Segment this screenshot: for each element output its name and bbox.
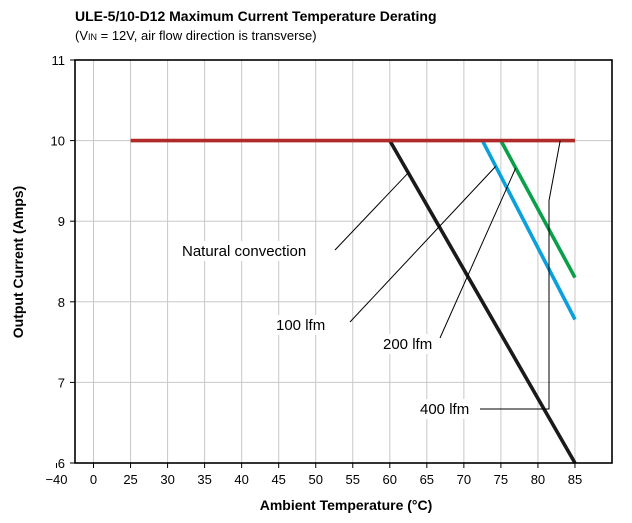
x-tick-label: 35 [197, 472, 211, 487]
x-axis-label: Ambient Temperature (°C) [260, 497, 433, 513]
x-tick-label: 55 [346, 472, 360, 487]
annotation-bg [273, 315, 329, 335]
series-line-100-lfm [480, 139, 577, 321]
y-tick-label: 8 [58, 295, 65, 310]
x-tick-label: 70 [457, 472, 471, 487]
annotation-leader [439, 167, 517, 339]
annotation-label: Natural convection [182, 243, 306, 260]
y-tick-label: 7 [58, 375, 65, 390]
x-tick-label: 30 [160, 472, 174, 487]
annotation-leader [349, 166, 497, 323]
y-tick-label: 9 [58, 214, 65, 229]
annotation-bg [179, 241, 310, 261]
x-tick-label: 45 [271, 472, 285, 487]
x-tick-label: −40 [45, 472, 67, 487]
x-tick-label: 25 [123, 472, 137, 487]
annotation-bg [417, 399, 473, 419]
x-axis: −40 0 25 30 35 40 45 50 55 60 65 70 75 80 85 [45, 463, 582, 487]
y-tick-label: 6 [58, 456, 65, 471]
x-tick-label: 50 [308, 472, 322, 487]
grid [75, 60, 612, 463]
y-axis-label: Output Current (Amps) [10, 186, 26, 338]
x-tick-label: 60 [383, 472, 397, 487]
annotation-leader [480, 140, 561, 410]
annotation-label: 100 lfm [276, 317, 325, 334]
y-tick-label: 10 [51, 134, 65, 149]
plot-frame [74, 59, 613, 464]
annotation-label: 200 lfm [383, 336, 432, 353]
chart-title: ULE-5/10-D12 Maximum Current Temperature… [75, 8, 437, 24]
chart-subtitle: (VIN = 12V, air flow direction is transv… [75, 28, 317, 43]
x-tick-label: 75 [494, 472, 508, 487]
annotation-bg [380, 334, 436, 354]
x-tick-label: 0 [90, 472, 97, 487]
series-line-200-lfm [499, 139, 577, 279]
y-tick-label: 11 [52, 53, 66, 68]
x-tick-label: 65 [420, 472, 434, 487]
annotations: Natural convection 100 lfm 200 lfm 400 lfm [179, 140, 561, 419]
annotation-label: 400 lfm [420, 401, 469, 418]
annotation-leader [334, 172, 409, 251]
x-tick-label: 40 [234, 472, 248, 487]
x-tick-label: 85 [568, 472, 582, 487]
y-axis: 6 7 8 9 10 11 [51, 53, 75, 471]
x-tick-label: 80 [531, 472, 545, 487]
